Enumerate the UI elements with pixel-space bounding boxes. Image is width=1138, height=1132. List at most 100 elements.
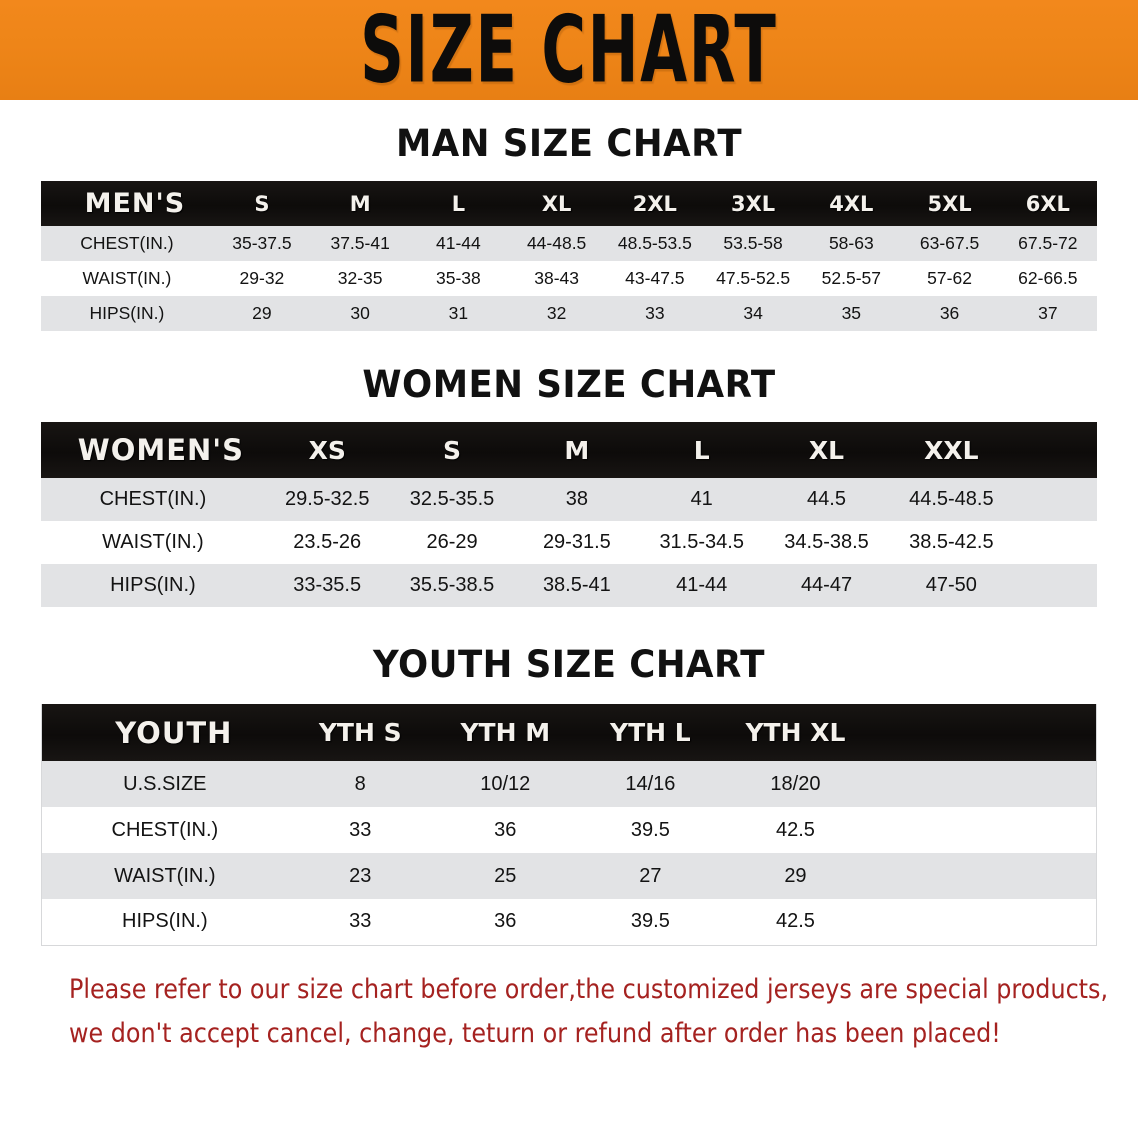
youth-measurement-cell: 39.5 bbox=[630, 818, 670, 841]
men-column-header: M bbox=[349, 191, 371, 216]
youth-measurement-cell: 33 bbox=[349, 910, 372, 933]
women-row-filler bbox=[1014, 564, 1097, 607]
men-section-title: MAN SIZE CHART bbox=[395, 122, 743, 165]
men-measurement-cell: 33 bbox=[645, 303, 665, 323]
men-measurement-cell: 29-32 bbox=[239, 268, 285, 288]
women-column-header: S bbox=[443, 435, 462, 465]
women-measurement-cell: 23.5-26 bbox=[293, 531, 362, 553]
youth-corner-label: YOUTH bbox=[115, 715, 233, 750]
table-row: CHEST(IN.) 33 36 39.5 42.5 bbox=[41, 807, 1097, 853]
women-row-filler bbox=[1014, 478, 1097, 521]
order-policy-note-line-2: we don't accept cancel, change, teturn o… bbox=[69, 1017, 1001, 1049]
men-column-header: 5XL bbox=[927, 191, 972, 216]
youth-header-row: YOUTH YTH S YTH M YTH L YTH XL bbox=[41, 704, 1097, 761]
table-row: HIPS(IN.) 33-35.5 35.5-38.5 38.5-41 41-44 44-… bbox=[41, 564, 1097, 607]
women-table-head: WOMEN'S XS S M L XL XXL bbox=[41, 422, 1097, 478]
men-table-wrap: MEN'S S M L XL 2XL 3XL 4XL 5XL 6XL CHEST(IN.) 35-3… bbox=[41, 181, 1097, 331]
women-column-header: M bbox=[564, 435, 590, 465]
youth-table-head: YOUTH YTH S YTH M YTH L YTH XL bbox=[41, 704, 1097, 761]
youth-table-wrap: YOUTH YTH S YTH M YTH L YTH XL U.S.SIZE 8 10/1… bbox=[41, 704, 1097, 946]
women-header-filler bbox=[1014, 422, 1097, 478]
men-measurement-cell: 47.5-52.5 bbox=[716, 268, 791, 288]
men-measurement-cell: 52.5-57 bbox=[821, 268, 881, 288]
youth-column-header: YTH S bbox=[318, 718, 402, 747]
women-measurement-cell: 38.5-42.5 bbox=[909, 531, 994, 553]
men-table-head: MEN'S S M L XL 2XL 3XL 4XL 5XL 6XL bbox=[41, 181, 1097, 226]
table-row: CHEST(IN.) 35-37.5 37.5-41 41-44 44-48.5 48.5… bbox=[41, 226, 1097, 261]
table-row: WAIST(IN.) 23 25 27 29 bbox=[41, 853, 1097, 899]
women-measurement-cell: 29-31.5 bbox=[542, 531, 611, 553]
women-measurement-cell: 31.5-34.5 bbox=[659, 531, 744, 553]
youth-measurement-cell: 18/20 bbox=[770, 772, 821, 795]
men-measurement-cell: 32 bbox=[546, 303, 567, 323]
women-measurement-cell: 32.5-35.5 bbox=[409, 488, 495, 510]
youth-measurement-cell: 29 bbox=[784, 864, 807, 887]
table-row: WAIST(IN.) 23.5-26 26-29 29-31.5 31.5-34.5 34… bbox=[41, 521, 1097, 564]
order-policy-note-line-1: Please refer to our size chart before or… bbox=[69, 973, 1109, 1005]
table-row: U.S.SIZE 8 10/12 14/16 18/20 bbox=[41, 761, 1097, 807]
men-row-label: WAIST(IN.) bbox=[82, 268, 172, 288]
men-measurement-cell: 43-47.5 bbox=[625, 268, 685, 288]
youth-row-filler bbox=[868, 899, 1097, 945]
men-measurement-cell: 48.5-53.5 bbox=[617, 233, 692, 253]
table-row: CHEST(IN.) 29.5-32.5 32.5-35.5 38 41 44.5 44.5… bbox=[41, 478, 1097, 521]
men-measurement-cell: 35-38 bbox=[436, 268, 481, 288]
youth-row-label: CHEST(IN.) bbox=[111, 818, 219, 841]
women-size-table: WOMEN'S XS S M L XL XXL CHEST(IN.) 29.5-32.5 32.… bbox=[41, 422, 1097, 607]
women-row-filler bbox=[1014, 521, 1097, 564]
women-measurement-cell: 44.5-48.5 bbox=[909, 488, 994, 510]
women-row-label: WAIST(IN.) bbox=[102, 531, 204, 553]
youth-measurement-cell: 36 bbox=[494, 818, 517, 841]
men-measurement-cell: 32-35 bbox=[337, 268, 383, 288]
men-measurement-cell: 67.5-72 bbox=[1018, 233, 1078, 253]
youth-row-filler bbox=[868, 761, 1097, 807]
youth-column-header: YTH M bbox=[460, 718, 551, 747]
women-header-row: WOMEN'S XS S M L XL XXL bbox=[41, 422, 1097, 478]
youth-column-header: YTH XL bbox=[745, 718, 846, 747]
men-measurement-cell: 31 bbox=[448, 303, 469, 323]
men-measurement-cell: 37 bbox=[1038, 303, 1058, 323]
size-chart-banner: SIZE CHART bbox=[0, 0, 1138, 100]
men-measurement-cell: 36 bbox=[939, 303, 960, 323]
youth-measurement-cell: 14/16 bbox=[625, 772, 676, 795]
women-measurement-cell: 47-50 bbox=[925, 574, 977, 596]
men-measurement-cell: 63-67.5 bbox=[919, 233, 980, 253]
women-column-header: L bbox=[693, 435, 710, 465]
men-measurement-cell: 44-48.5 bbox=[526, 233, 587, 253]
women-table-wrap: WOMEN'S XS S M L XL XXL CHEST(IN.) 29.5-32.5 32.… bbox=[41, 422, 1097, 607]
men-measurement-cell: 37.5-41 bbox=[330, 233, 390, 253]
women-row-label: CHEST(IN.) bbox=[99, 488, 207, 510]
men-measurement-cell: 38-43 bbox=[534, 268, 579, 288]
men-column-header: 3XL bbox=[730, 191, 776, 216]
men-row-label: CHEST(IN.) bbox=[80, 233, 174, 253]
youth-measurement-cell: 8 bbox=[354, 772, 366, 795]
men-measurement-cell: 34 bbox=[743, 303, 763, 323]
youth-column-header: YTH L bbox=[610, 718, 691, 747]
women-measurement-cell: 44.5 bbox=[807, 488, 846, 510]
youth-measurement-cell: 27 bbox=[639, 864, 662, 887]
women-measurement-cell: 35.5-38.5 bbox=[409, 574, 495, 596]
youth-size-chart-section: YOUTH SIZE CHART YOUTH YTH S YTH M YTH L YTH… bbox=[0, 643, 1138, 946]
women-table-body: CHEST(IN.) 29.5-32.5 32.5-35.5 38 41 44.5 44.5… bbox=[41, 478, 1097, 607]
youth-measurement-cell: 36 bbox=[494, 910, 517, 933]
men-column-header: 4XL bbox=[829, 191, 874, 216]
women-measurement-cell: 33-35.5 bbox=[293, 574, 362, 596]
youth-row-filler bbox=[868, 807, 1097, 853]
women-column-header: XS bbox=[308, 435, 346, 465]
women-section-title: WOMEN SIZE CHART bbox=[362, 363, 776, 406]
youth-measurement-cell: 25 bbox=[494, 864, 517, 887]
men-column-header: S bbox=[254, 191, 270, 216]
men-column-header: 2XL bbox=[632, 191, 677, 216]
men-measurement-cell: 41-44 bbox=[436, 233, 481, 253]
order-policy-note: Please refer to our size chart before or… bbox=[69, 968, 1109, 1056]
youth-measurement-cell: 23 bbox=[349, 864, 372, 887]
men-size-chart-section: MAN SIZE CHART MEN'S S M L XL 2XL 3XL 4XL 5XL 6XL… bbox=[0, 122, 1138, 331]
men-column-header: 6XL bbox=[1025, 191, 1070, 216]
men-column-header: L bbox=[451, 191, 466, 216]
men-measurement-cell: 58-63 bbox=[828, 233, 874, 253]
men-header-row: MEN'S S M L XL 2XL 3XL 4XL 5XL 6XL bbox=[41, 181, 1097, 226]
women-row-label: HIPS(IN.) bbox=[110, 574, 196, 596]
men-measurement-cell: 30 bbox=[350, 303, 370, 323]
youth-table-body: U.S.SIZE 8 10/12 14/16 18/20 CHEST(IN.) 33 36 39… bbox=[41, 761, 1097, 945]
men-table-body: CHEST(IN.) 35-37.5 37.5-41 41-44 44-48.5 48.5… bbox=[41, 226, 1097, 331]
